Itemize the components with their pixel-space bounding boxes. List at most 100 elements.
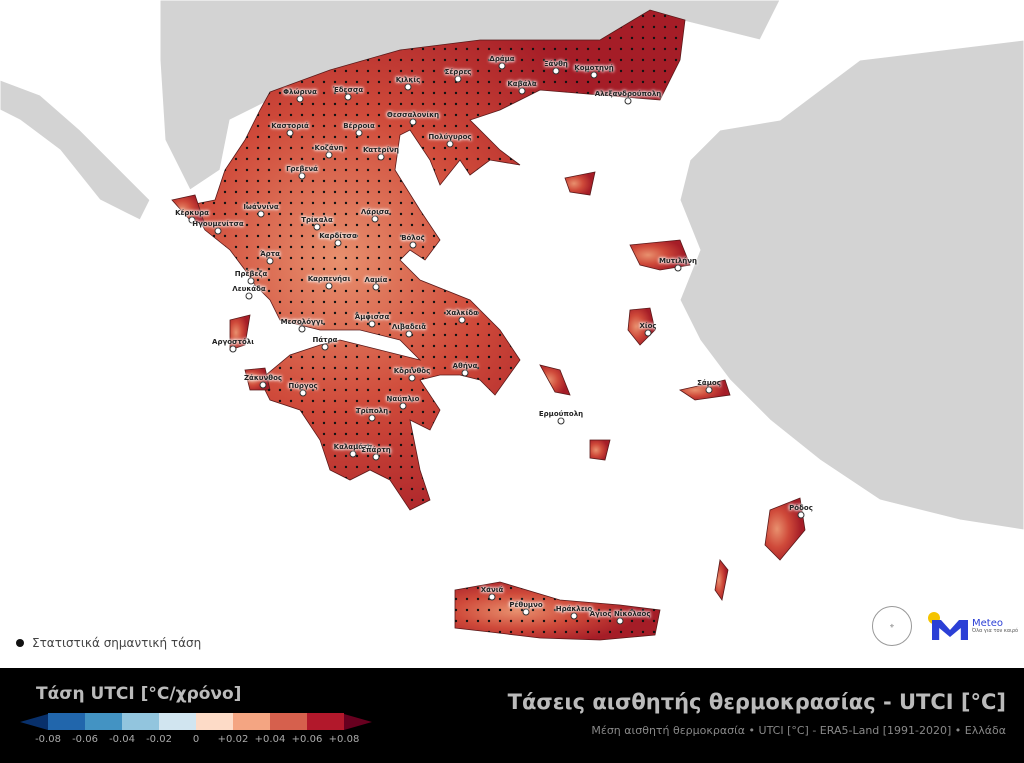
colorbar-tick-label: 0 bbox=[192, 734, 200, 745]
city-label: Αθήνα bbox=[452, 362, 478, 370]
city-marker-icon bbox=[797, 511, 805, 519]
city-marker-icon bbox=[522, 608, 530, 616]
city-label: Καρδίτσα bbox=[319, 232, 357, 240]
significance-legend: Στατιστικά σημαντική τάση bbox=[16, 636, 201, 650]
city-label: Κομοτηνή bbox=[574, 64, 614, 72]
city-label: Κόρινθος bbox=[393, 367, 431, 375]
meteo-tagline: Όλα για τον καιρό bbox=[972, 627, 1019, 634]
city-marker-icon bbox=[518, 87, 526, 95]
colorbar-swatch bbox=[233, 713, 270, 730]
significance-dot-icon bbox=[16, 639, 24, 647]
city-label: Βόλος bbox=[401, 234, 425, 242]
map-title: Τάσεις αισθητής θερμοκρασίας - UTCI [°C] bbox=[507, 690, 1006, 714]
city-marker-icon bbox=[286, 129, 294, 137]
city-marker-icon bbox=[372, 453, 380, 461]
city-marker-icon bbox=[368, 320, 376, 328]
colorbar-tick-label: +0.08 bbox=[328, 734, 360, 745]
city-marker-icon bbox=[616, 617, 624, 625]
city-marker-icon bbox=[552, 67, 560, 75]
city-marker-icon bbox=[399, 402, 407, 410]
colorbar-tick-label: -0.08 bbox=[35, 734, 61, 745]
city-marker-icon bbox=[355, 129, 363, 137]
city-marker-icon bbox=[349, 450, 357, 458]
city-label: Καρπενήσι bbox=[307, 275, 351, 283]
city-label: Λιβαδειά bbox=[391, 323, 427, 331]
city-label: Δράμα bbox=[489, 55, 515, 63]
city-marker-icon bbox=[446, 140, 454, 148]
city-label: Ρόδος bbox=[789, 504, 813, 512]
city-label: Άρτα bbox=[260, 250, 280, 258]
city-marker-icon bbox=[461, 369, 469, 377]
city-label: Θεσσαλονίκη bbox=[386, 111, 440, 119]
city-label: Σέρρες bbox=[444, 68, 472, 76]
city-marker-icon bbox=[214, 227, 222, 235]
city-label: Ρέθυμνο bbox=[509, 601, 543, 609]
city-label: Αργοστόλι bbox=[212, 338, 254, 346]
city-marker-icon bbox=[321, 343, 329, 351]
city-label: Φλώρινα bbox=[283, 88, 317, 96]
city-marker-icon bbox=[408, 374, 416, 382]
colorbar-swatch bbox=[20, 713, 48, 730]
city-label: Ερμούπολη bbox=[538, 410, 584, 418]
city-label: Μυτιλήνη bbox=[658, 257, 698, 265]
colorbar-swatch bbox=[85, 713, 122, 730]
city-marker-icon bbox=[570, 612, 578, 620]
city-label: Πολύγυρος bbox=[428, 133, 472, 141]
city-marker-icon bbox=[454, 75, 462, 83]
city-marker-icon bbox=[405, 330, 413, 338]
city-label: Πρέβεζα bbox=[234, 270, 268, 278]
city-label: Ζάκυνθος bbox=[243, 374, 283, 382]
city-label: Λευκάδα bbox=[232, 285, 266, 293]
city-marker-icon bbox=[644, 329, 652, 337]
city-marker-icon bbox=[557, 417, 565, 425]
city-marker-icon bbox=[259, 381, 267, 389]
city-marker-icon bbox=[296, 95, 304, 103]
city-marker-icon bbox=[624, 97, 632, 105]
logos: ⚜ Meteo Όλα για τον καιρό bbox=[872, 606, 1018, 646]
colorbar-swatch bbox=[307, 713, 344, 730]
map-subtitle: Μέση αισθητή θερμοκρασία • UTCI [°C] - E… bbox=[591, 724, 1006, 737]
city-marker-icon bbox=[674, 264, 682, 272]
city-label: Σπάρτη bbox=[361, 446, 391, 454]
city-label: Ηγουμενίτσα bbox=[192, 220, 244, 228]
city-marker-icon bbox=[404, 83, 412, 91]
city-label: Ιωάννινα bbox=[243, 203, 279, 211]
city-marker-icon bbox=[590, 71, 598, 79]
city-label: Τρίπολη bbox=[355, 407, 389, 415]
city-marker-icon bbox=[409, 118, 417, 126]
city-label: Ηράκλειο bbox=[555, 605, 593, 613]
city-marker-icon bbox=[313, 223, 321, 231]
city-marker-icon bbox=[334, 239, 342, 247]
city-label: Έδεσσα bbox=[332, 86, 364, 94]
city-label: Χίος bbox=[639, 322, 657, 330]
colorbar-ticks: -0.08 -0.06 -0.04 -0.02 0 +0.02 +0.04 +0.06 +0.0… bbox=[28, 734, 368, 748]
footer-bar: Τάση UTCI [°C/χρόνο] -0.08 -0.06 -0.04 -0.0… bbox=[0, 668, 1024, 763]
city-label: Πύργος bbox=[288, 382, 318, 390]
city-marker-icon bbox=[409, 241, 417, 249]
city-label: Σάμος bbox=[697, 379, 721, 387]
city-label: Τρίκαλα bbox=[301, 216, 333, 224]
legend-title: Τάση UTCI [°C/χρόνο] bbox=[36, 684, 242, 704]
city-label: Λαμία bbox=[364, 276, 388, 284]
city-marker-icon bbox=[498, 62, 506, 70]
city-marker-icon bbox=[247, 277, 255, 285]
city-marker-icon bbox=[488, 593, 496, 601]
city-marker-icon bbox=[344, 93, 352, 101]
city-marker-icon bbox=[245, 292, 253, 300]
city-label: Καλαμάτα bbox=[333, 443, 373, 451]
colorbar-swatch bbox=[159, 713, 196, 730]
city-label: Κέρκυρα bbox=[175, 209, 209, 217]
colorbar-swatch bbox=[48, 713, 85, 730]
city-label: Αλεξανδρούπολη bbox=[594, 90, 662, 98]
city-label: Κιλκίς bbox=[395, 76, 421, 84]
city-label: Χαλκίδα bbox=[446, 309, 478, 317]
colorbar-tick-label: +0.06 bbox=[291, 734, 323, 745]
city-label: Κοζάνη bbox=[314, 144, 344, 152]
colorbar-tick-label: +0.04 bbox=[254, 734, 286, 745]
significance-label: Στατιστικά σημαντική τάση bbox=[32, 636, 202, 650]
colorbar-swatch bbox=[270, 713, 307, 730]
city-label: Άμφισσα bbox=[354, 313, 390, 321]
colorbar-tick-label: -0.04 bbox=[109, 734, 135, 745]
city-label: Ξάνθη bbox=[544, 60, 568, 68]
city-marker-icon bbox=[372, 283, 380, 291]
